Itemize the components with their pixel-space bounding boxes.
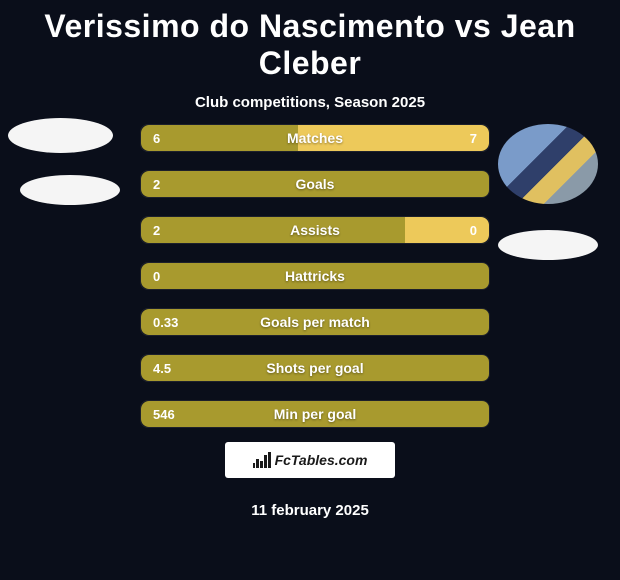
stat-row: Matches6 7: [140, 124, 490, 152]
stats-bars: Matches67Goals2Assists20Hattricks0Goals …: [140, 124, 490, 446]
stat-row: Shots per goal4.5: [140, 354, 490, 382]
subtitle: Club competitions, Season 2025: [0, 82, 620, 111]
stat-label: Min per goal: [141, 401, 489, 427]
stat-row: Goals2: [140, 170, 490, 198]
player-a-avatar-1: [8, 118, 113, 153]
player-b-avatar-2: [498, 230, 598, 260]
bar-chart-icon: [253, 452, 271, 468]
watermark[interactable]: FcTables.com: [225, 442, 395, 478]
stat-label: Goals: [141, 171, 489, 197]
stat-value-b: 7: [470, 125, 477, 151]
stat-label: Matches: [141, 125, 489, 151]
stat-row: Goals per match0.33: [140, 308, 490, 336]
stat-value-a: 0.33: [153, 309, 178, 335]
stat-value-a: 546: [153, 401, 175, 427]
stat-value-a: 4.5: [153, 355, 171, 381]
player-b-avatar-1: [498, 124, 598, 204]
stat-label: Hattricks: [141, 263, 489, 289]
stat-row: Min per goal546: [140, 400, 490, 428]
stat-row: Hattricks0: [140, 262, 490, 290]
player-a-avatar-2: [20, 175, 120, 205]
date-text: 11 february 2025: [0, 502, 620, 519]
stat-value-a: 0: [153, 263, 160, 289]
watermark-text: FcTables.com: [275, 452, 368, 468]
stat-label: Shots per goal: [141, 355, 489, 381]
stat-label: Goals per match: [141, 309, 489, 335]
stat-value-a: 2: [153, 171, 160, 197]
stat-value-a: 2: [153, 217, 160, 243]
stat-row: Assists2 0: [140, 216, 490, 244]
page-title: Verissimo do Nascimento vs Jean Cleber: [0, 0, 620, 82]
stat-value-a: 6: [153, 125, 160, 151]
stat-label: Assists: [141, 217, 489, 243]
stat-value-b: 0: [470, 217, 477, 243]
player-b-photo: [498, 124, 598, 204]
